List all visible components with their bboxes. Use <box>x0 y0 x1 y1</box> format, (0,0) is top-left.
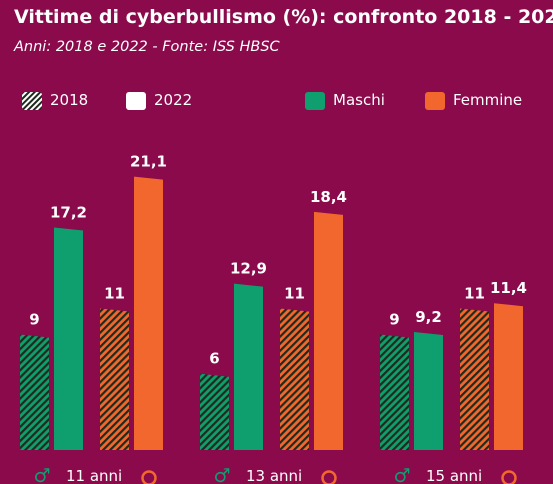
bar-value-label: 21,1 <box>130 153 167 171</box>
bar-value-label: 9,2 <box>415 308 442 326</box>
bar-value-label: 11 <box>104 284 125 302</box>
bar-female-2018-3 <box>460 308 489 450</box>
male-symbol-icon: ♂ <box>33 465 50 484</box>
bar-value-label: 17,2 <box>50 204 87 222</box>
bar-male-2018-3 <box>380 334 409 450</box>
bar-value-label: 18,4 <box>310 188 347 206</box>
legend-label-2022: 2022 <box>154 91 193 109</box>
female-symbol-icon <box>321 470 337 484</box>
legend-swatch-hatched <box>22 92 42 110</box>
bar-female-2022-2 <box>314 211 343 450</box>
male-symbol-icon: ♂ <box>213 465 230 484</box>
male-symbol-icon: ♂ <box>393 465 410 484</box>
bar-value-label: 12,9 <box>230 260 267 278</box>
legend-swatch-female <box>425 92 445 110</box>
bar-male-2022-2 <box>234 283 263 450</box>
bar-male-2018-2 <box>200 373 229 450</box>
chart-title: Vittime di cyberbullismo (%): confronto … <box>14 6 553 28</box>
legend-label-male: Maschi <box>333 91 385 109</box>
bar-value-label: 9 <box>29 311 39 329</box>
bar-male-2018-1 <box>20 334 49 450</box>
bar-value-label: 11 <box>464 284 485 302</box>
bar-female-2022-3 <box>494 303 523 450</box>
bar-female-2022-1 <box>134 176 163 450</box>
bar-value-label: 11 <box>284 284 305 302</box>
bar-value-label: 6 <box>209 350 219 368</box>
age-group-label: 15 anni <box>426 467 482 484</box>
legend-swatch-male <box>305 92 325 110</box>
legend-swatch-solid <box>126 92 146 110</box>
female-symbol-icon <box>501 470 517 484</box>
bar-male-2022-1 <box>54 227 83 450</box>
bar-male-2022-3 <box>414 331 443 450</box>
age-group-label: 11 anni <box>66 467 122 484</box>
female-symbol-icon <box>141 470 157 484</box>
bar-female-2018-1 <box>100 308 129 450</box>
bar-female-2018-2 <box>280 308 309 450</box>
age-group-label: 13 anni <box>246 467 302 484</box>
bar-value-label: 9 <box>389 311 399 329</box>
chart-subtitle: Anni: 2018 e 2022 - Fonte: ISS HBSC <box>14 39 280 55</box>
legend-label-female: Femmine <box>453 91 523 109</box>
bar-value-label: 11,4 <box>490 279 527 297</box>
legend-label-2018: 2018 <box>50 91 89 109</box>
